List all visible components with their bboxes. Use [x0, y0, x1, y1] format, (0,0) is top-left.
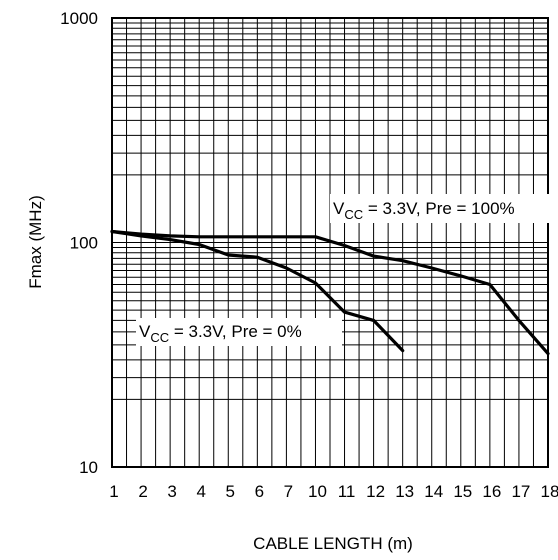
x-tick-label: 3 [167, 482, 176, 501]
series-label-pre-100-text: = 3.3V, Pre = 100% [363, 199, 515, 218]
series-label-pre-0-text: = 3.3V, Pre = 0% [169, 322, 302, 341]
x-tick-label: 11 [338, 482, 356, 501]
y-tick-labels: 10 100 1000 [60, 9, 98, 477]
series-line-1 [110, 229, 405, 353]
series-label-pre-100-prefix: V [333, 199, 345, 218]
y-tick-label: 100 [70, 234, 98, 253]
series-line-0 [110, 229, 550, 356]
series-label-pre-100-sub: CC [344, 207, 363, 222]
grid [111, 17, 549, 468]
x-tick-label: 14 [424, 482, 443, 501]
x-tick-label: 12 [366, 482, 385, 501]
x-tick-label: 18 [541, 482, 558, 501]
x-tick-label: 1 [109, 482, 118, 501]
x-tick-label: 10 [308, 482, 327, 501]
x-tick-labels: 1 2 3 4 5 6 7 10 11 12 13 14 15 16 17 18 [109, 482, 558, 501]
x-tick-label: 2 [138, 482, 147, 501]
x-tick-label: 17 [511, 482, 530, 501]
plot-frame [111, 17, 549, 468]
x-axis-title: CABLE LENGTH (m) [253, 534, 413, 553]
x-tick-label: 4 [196, 482, 205, 501]
y-axis-title: Fmax (MHz) [26, 195, 45, 288]
x-tick-label: 6 [255, 482, 264, 501]
series-group [110, 229, 550, 356]
x-tick-label: 13 [395, 482, 414, 501]
series-label-pre-0-sub: CC [150, 330, 169, 345]
svg-text:VCC = 3.3V, Pre = 0%: VCC = 3.3V, Pre = 0% [139, 322, 302, 345]
series-label-pre-0: VCC = 3.3V, Pre = 0% [136, 318, 342, 346]
x-tick-label: 7 [284, 482, 293, 501]
series-label-pre-0-prefix: V [139, 322, 151, 341]
series-label-pre-100: VCC = 3.3V, Pre = 100% [330, 194, 554, 223]
series-annotations: VCC = 3.3V, Pre = 100% VCC = 3.3V, Pre =… [136, 194, 554, 346]
svg-text:VCC = 3.3V, Pre = 100%: VCC = 3.3V, Pre = 100% [333, 199, 515, 222]
x-tick-label: 5 [226, 482, 235, 501]
x-tick-label: 15 [453, 482, 472, 501]
x-tick-label: 16 [482, 482, 501, 501]
y-tick-label: 10 [79, 458, 98, 477]
y-tick-label: 1000 [60, 9, 98, 28]
